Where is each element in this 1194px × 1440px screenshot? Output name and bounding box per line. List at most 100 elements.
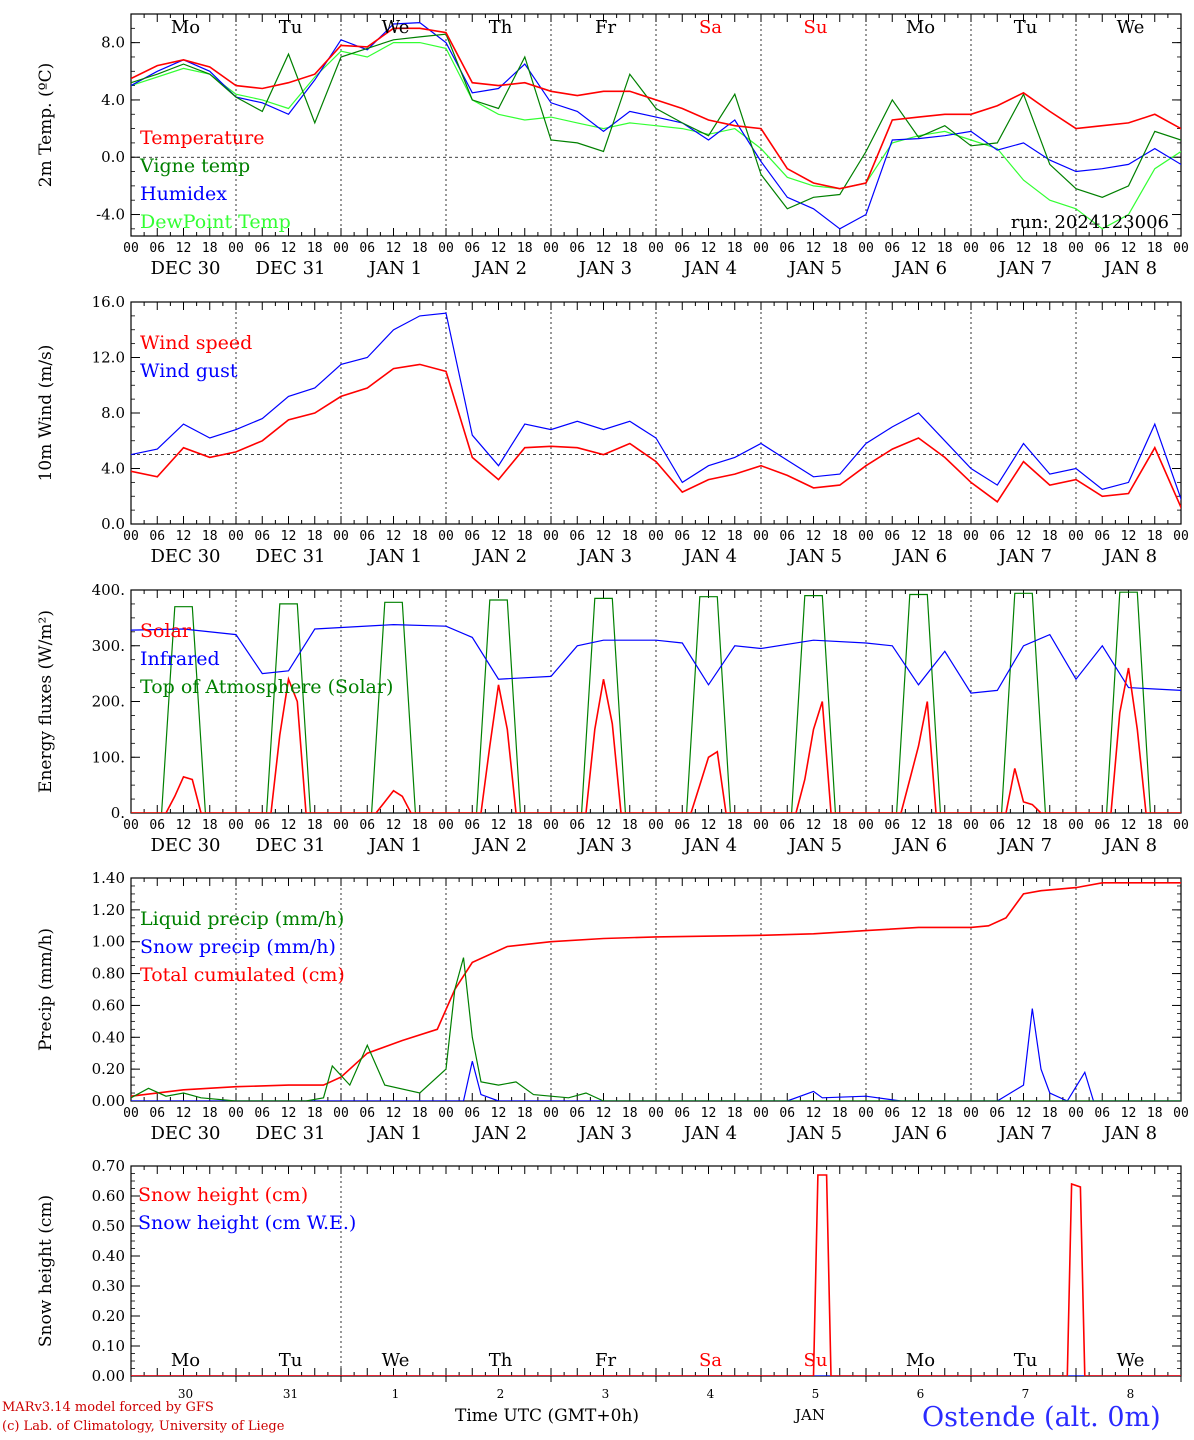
hour-tick-label: 00 bbox=[438, 529, 454, 544]
hour-tick-label: 00 bbox=[438, 1106, 454, 1121]
day-number-label: 8 bbox=[1127, 1387, 1135, 1401]
hour-tick-label: 00 bbox=[753, 241, 769, 256]
hour-tick-label: 18 bbox=[307, 529, 323, 544]
hour-tick-label: 00 bbox=[1068, 241, 1084, 256]
hour-tick-label: 00 bbox=[858, 818, 874, 833]
series-dewpoint-temp bbox=[131, 41, 1181, 230]
date-label: JAN 6 bbox=[892, 258, 947, 279]
date-label: JAN 6 bbox=[892, 835, 947, 856]
date-label: JAN 1 bbox=[367, 1123, 422, 1144]
hour-tick-label: 12 bbox=[596, 241, 612, 256]
hour-tick-label: 06 bbox=[674, 1106, 690, 1121]
hour-tick-label: 06 bbox=[1094, 818, 1110, 833]
hour-tick-label: 06 bbox=[779, 241, 795, 256]
hour-tick-label: 12 bbox=[1121, 818, 1137, 833]
hour-tick-label: 12 bbox=[701, 818, 717, 833]
hour-tick-label: 00 bbox=[963, 241, 979, 256]
hour-tick-label: 12 bbox=[806, 529, 822, 544]
hour-tick-label: 18 bbox=[1042, 529, 1058, 544]
y-axis-title: 2m Temp. (ºC) bbox=[36, 63, 56, 188]
legend-entry: Temperature bbox=[140, 127, 264, 149]
hour-tick-label: 06 bbox=[254, 818, 270, 833]
date-label: JAN 5 bbox=[787, 1123, 842, 1144]
hour-tick-label: 18 bbox=[832, 818, 848, 833]
y-tick-label: 1.00 bbox=[92, 933, 125, 951]
hour-tick-label: 18 bbox=[832, 529, 848, 544]
hour-tick-label: 00 bbox=[543, 241, 559, 256]
day-of-week-label: Sa bbox=[699, 1350, 722, 1371]
hour-tick-label: 18 bbox=[727, 241, 743, 256]
day-of-week-label: Th bbox=[489, 17, 513, 38]
y-tick-label: 0.0 bbox=[101, 148, 125, 166]
hour-tick-label: 00 bbox=[1173, 818, 1189, 833]
hour-tick-label: 18 bbox=[622, 241, 638, 256]
legend-entry: Vigne temp bbox=[139, 155, 250, 177]
y-tick-label: 0. bbox=[111, 804, 125, 822]
hour-tick-label: 00 bbox=[228, 1106, 244, 1121]
series-temperature bbox=[131, 27, 1181, 190]
panel-5: 0.00 0.10 0.20 0.30 0.40 0.50 0.60 0.70 Snow hei… bbox=[36, 1157, 1182, 1401]
hour-tick-label: 06 bbox=[779, 529, 795, 544]
series-top-of-atmosphere-solar- bbox=[131, 591, 1181, 813]
y-tick-label: 0.00 bbox=[92, 1092, 125, 1110]
hour-tick-label: 00 bbox=[1068, 818, 1084, 833]
hour-tick-label: 06 bbox=[1094, 241, 1110, 256]
hour-tick-label: 18 bbox=[1042, 818, 1058, 833]
series-humidex bbox=[131, 21, 1181, 230]
hour-tick-label: 00 bbox=[1068, 529, 1084, 544]
hour-tick-label: 12 bbox=[176, 818, 192, 833]
date-label: DEC 31 bbox=[256, 1123, 326, 1144]
hour-tick-label: 00 bbox=[963, 818, 979, 833]
y-axis-title: Precip (mm/h) bbox=[36, 928, 56, 1051]
hour-tick-label: 00 bbox=[1173, 529, 1189, 544]
date-label: JAN 4 bbox=[682, 546, 737, 567]
date-label: DEC 31 bbox=[256, 546, 326, 567]
hour-tick-label: 06 bbox=[1094, 529, 1110, 544]
y-tick-label: 0.60 bbox=[92, 996, 125, 1014]
day-number-label: 31 bbox=[283, 1387, 298, 1401]
date-label: JAN 3 bbox=[577, 258, 632, 279]
hour-tick-label: 06 bbox=[989, 1106, 1005, 1121]
hour-tick-label: 18 bbox=[1042, 1106, 1058, 1121]
date-label: JAN 4 bbox=[682, 258, 737, 279]
y-tick-label: 8.0 bbox=[101, 34, 125, 52]
day-number-label: 3 bbox=[602, 1387, 610, 1401]
date-label: JAN 8 bbox=[1102, 546, 1157, 567]
hour-tick-label: 06 bbox=[569, 529, 585, 544]
series-wind-gust bbox=[131, 312, 1181, 501]
hour-tick-label: 18 bbox=[202, 1106, 218, 1121]
hour-tick-label: 12 bbox=[176, 241, 192, 256]
hour-tick-label: 12 bbox=[1121, 241, 1137, 256]
day-of-week-label: We bbox=[382, 17, 410, 38]
date-label: JAN 1 bbox=[367, 835, 422, 856]
date-label: JAN 7 bbox=[997, 258, 1052, 279]
y-tick-label: 1.20 bbox=[92, 901, 125, 919]
hour-tick-label: 06 bbox=[254, 241, 270, 256]
hour-tick-label: 12 bbox=[911, 1106, 927, 1121]
hour-tick-label: 12 bbox=[701, 241, 717, 256]
hour-tick-label: 12 bbox=[281, 241, 297, 256]
hour-tick-label: 12 bbox=[596, 529, 612, 544]
hour-tick-label: 18 bbox=[937, 241, 953, 256]
series-snow-precip-mm-h- bbox=[131, 1008, 1181, 1101]
y-axis-title: 10m Wind (m/s) bbox=[36, 345, 56, 482]
hour-tick-label: 00 bbox=[228, 818, 244, 833]
hour-tick-label: 06 bbox=[464, 241, 480, 256]
series-vigne-temp bbox=[131, 33, 1181, 210]
hour-tick-label: 06 bbox=[989, 241, 1005, 256]
y-tick-label: -4.0 bbox=[96, 206, 125, 224]
run-label: run: 2024123006 bbox=[1011, 212, 1169, 233]
hour-tick-label: 00 bbox=[858, 529, 874, 544]
y-tick-label: 4.0 bbox=[101, 91, 125, 109]
hour-tick-label: 06 bbox=[779, 818, 795, 833]
series-snow-height-cm- bbox=[131, 1174, 1181, 1376]
hour-tick-label: 18 bbox=[307, 241, 323, 256]
legend-entry: Wind gust bbox=[140, 360, 238, 382]
hour-tick-label: 18 bbox=[1147, 241, 1163, 256]
date-label: JAN 8 bbox=[1102, 1123, 1157, 1144]
hour-tick-label: 06 bbox=[464, 818, 480, 833]
hour-tick-label: 18 bbox=[202, 818, 218, 833]
hour-tick-label: 18 bbox=[517, 818, 533, 833]
series-total-cumulated-cm- bbox=[131, 881, 1181, 1097]
legend-entry: Snow height (cm W.E.) bbox=[138, 1212, 356, 1234]
